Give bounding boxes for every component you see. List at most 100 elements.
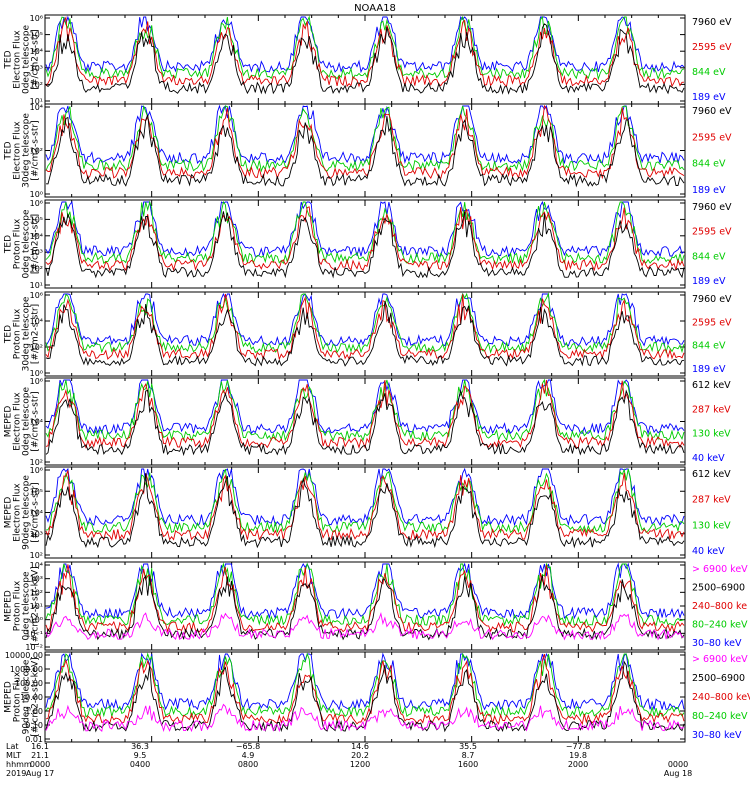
- series-line-7960-ev: [46, 211, 684, 277]
- x-tick-label: 1600: [458, 760, 478, 769]
- y-tick-label: 10⁶: [30, 14, 43, 23]
- legend-entry: 40 keV: [692, 453, 725, 464]
- x-tick-label: 9.5: [134, 751, 147, 760]
- panel-frame: [45, 292, 685, 376]
- series-line-2595-ev: [46, 294, 684, 359]
- legend-entry: 2595 eV: [692, 42, 732, 53]
- series-line-612-kev: [46, 473, 684, 547]
- series-line-7960-ev: [46, 115, 684, 186]
- legend-entry: 7960 eV: [692, 294, 732, 305]
- series-line-40-kev: [46, 380, 684, 433]
- series-line--6900-kev: [46, 705, 684, 732]
- x-tick-label: −65.8: [236, 742, 261, 751]
- x-tick-label: 21.1: [31, 751, 49, 760]
- legend-entry: 189 eV: [692, 92, 726, 103]
- series-line-2595-ev: [46, 18, 684, 87]
- x-tick-label: 8.7: [462, 751, 475, 760]
- chart-title: NOAA18: [354, 3, 396, 14]
- legend-entry: 287 keV: [692, 495, 731, 506]
- legend-entry: 130 keV: [692, 520, 731, 531]
- y-axis-label: MEPEDElectron Flux0deg telescope[#/cm2-s…: [4, 387, 41, 457]
- y-axis-label: TEDProton Flux0deg telescope[#/cm2-s-str…: [4, 209, 41, 279]
- legend-entry: > 6900 keV: [692, 654, 748, 665]
- series-line-189-ev: [46, 17, 684, 72]
- legend-entry: 30–80 keV: [692, 638, 742, 649]
- y-axis-label: TEDProton Flux30deg telescope[#/cm2-s-st…: [4, 296, 41, 371]
- panel-frame: [45, 104, 685, 197]
- legend-entry: 80–240 keV: [692, 711, 748, 722]
- panel-meped-proton-90deg: 0.010.101.0010.00100.001000.0010000.00ME…: [4, 651, 750, 744]
- y-axis-label: MEPEDProton Flux0deg telescope[#/cm2-s-s…: [4, 566, 41, 645]
- y-axis-label: TEDElectron Flux0deg telescope[#/cm2-s-s…: [4, 25, 41, 95]
- x-axis-row-label: 2019: [6, 769, 26, 778]
- x-tick-label: Aug 17: [26, 769, 54, 778]
- panel-frame: [45, 15, 685, 104]
- y-tick-label: 10⁴: [30, 103, 43, 112]
- y-axis-label: TEDElectron Flux30deg telescope[#/cm2-s-…: [4, 113, 41, 188]
- x-tick-label: −77.8: [566, 742, 591, 751]
- x-tick-label: 35.5: [459, 742, 477, 751]
- legend-entry: 612 keV: [692, 469, 731, 480]
- x-tick-label: 0400: [130, 760, 150, 769]
- legend-entry: 844 eV: [692, 251, 726, 262]
- legend-entry: 2500–6900: [692, 583, 745, 594]
- legend-entry: 7960 eV: [692, 106, 732, 117]
- x-axis-row-label: MLT: [6, 751, 21, 760]
- series-line-30-80-kev: [46, 564, 684, 618]
- legend-entry: 40 keV: [692, 546, 725, 557]
- series-line-130-kev: [46, 380, 684, 441]
- legend-entry: 287 keV: [692, 404, 731, 415]
- legend-entry: 844 eV: [692, 341, 726, 352]
- panel-frame: [45, 378, 685, 465]
- x-tick-label: 1200: [350, 760, 370, 769]
- series-line-189-ev: [46, 106, 684, 163]
- legend-entry: 2595 eV: [692, 132, 732, 143]
- legend-entry: 844 eV: [692, 159, 726, 170]
- legend-entry: 189 eV: [692, 185, 726, 196]
- legend-entry: 240–800 keV: [692, 692, 750, 703]
- y-tick-label: 10⁶: [30, 466, 43, 475]
- y-axis-label: MEPEDElectron Flux90deg telescope[#/cm2-…: [4, 475, 41, 550]
- legend-entry: 130 keV: [692, 429, 731, 440]
- x-tick-label: 19.8: [569, 751, 587, 760]
- legend-entry: 844 eV: [692, 67, 726, 78]
- legend-entry: 80–240 keV: [692, 620, 748, 631]
- legend-entry: 189 eV: [692, 276, 726, 287]
- legend-entry: 7960 eV: [692, 17, 732, 28]
- legend-entry: 7960 eV: [692, 202, 732, 213]
- series-line-287-kev: [46, 380, 684, 448]
- x-tick-label: 2000: [568, 760, 588, 769]
- legend-entry: 240–800 ke: [692, 601, 747, 612]
- y-tick-label: 10¹: [30, 281, 43, 290]
- x-tick-label: 4.9: [242, 751, 255, 760]
- legend-entry: 2595 eV: [692, 227, 732, 238]
- x-tick-label: 20.2: [351, 751, 369, 760]
- series-line-189-ev: [46, 202, 684, 256]
- y-tick-label: 10⁶: [30, 199, 43, 208]
- y-tick-label: 10²: [30, 551, 43, 560]
- x-tick-label: 0800: [238, 760, 258, 769]
- series-line-2500-6900: [46, 575, 684, 639]
- y-tick-label: 10⁰: [30, 190, 43, 199]
- x-tick-label: 36.3: [131, 742, 149, 751]
- legend-entry: 2500–6900: [692, 673, 745, 684]
- x-tick-label: 0000: [668, 760, 688, 769]
- y-tick-label: 10⁶: [30, 377, 43, 386]
- legend-entry: > 6900 keV: [692, 564, 748, 575]
- legend-entry: 189 eV: [692, 364, 726, 375]
- legend-entry: 30–80 keV: [692, 730, 742, 741]
- x-tick-label: 14.6: [351, 742, 369, 751]
- legend-entry: 612 keV: [692, 380, 731, 391]
- y-tick-label: 10⁶: [30, 291, 43, 300]
- x-tick-label: Aug 18: [664, 769, 692, 778]
- x-tick-label: 16.1: [31, 742, 49, 751]
